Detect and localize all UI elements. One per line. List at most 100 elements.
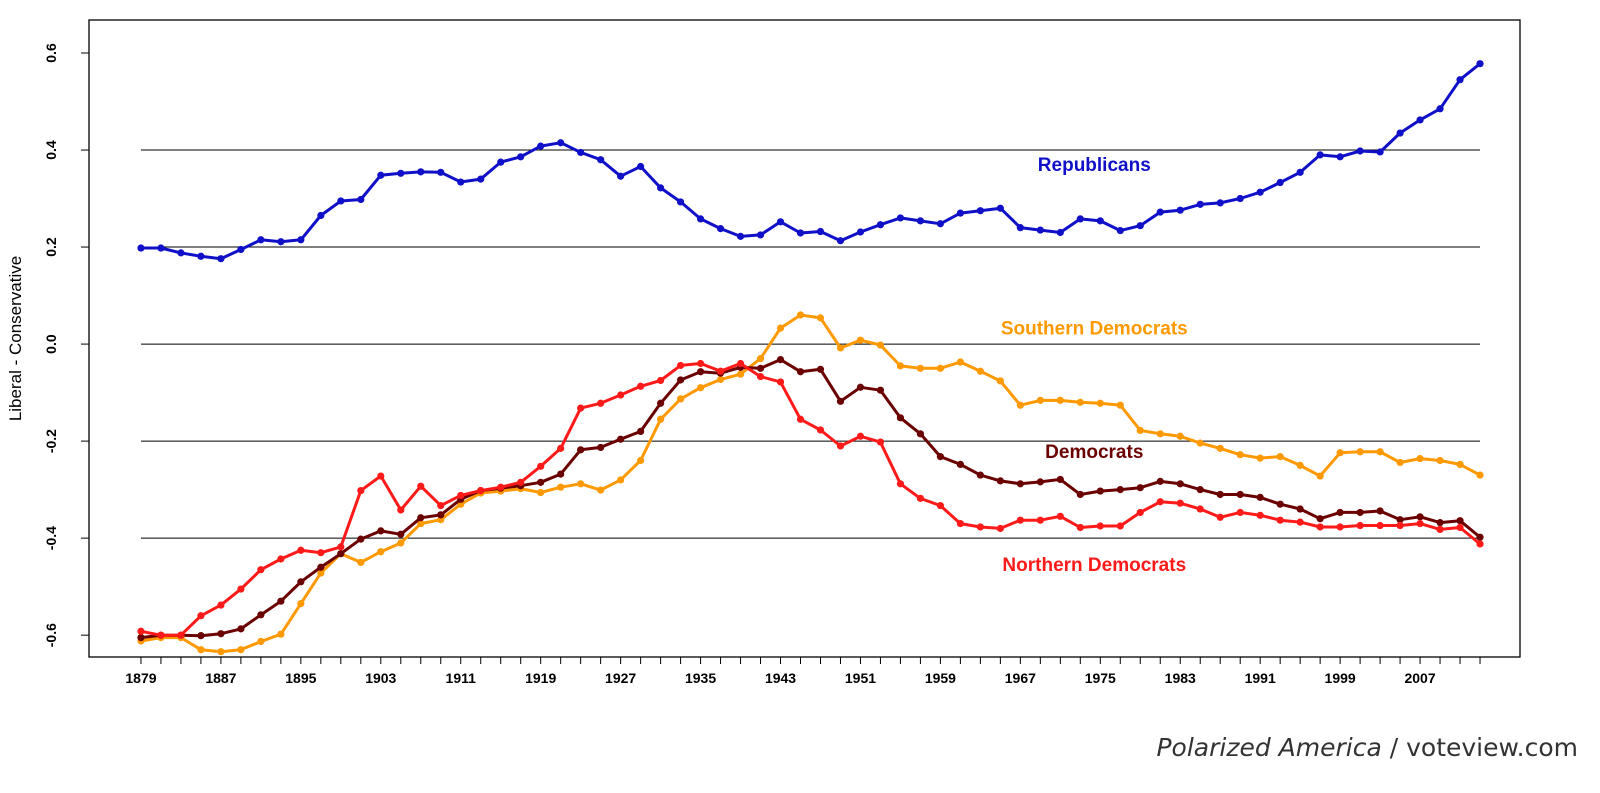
republicans-point [497, 158, 505, 166]
northern-democrats-point [796, 415, 805, 423]
southern-democrats-point [357, 558, 365, 566]
y-tick-label: 0.4 [43, 140, 59, 160]
x-tick-label: 1975 [1085, 670, 1116, 686]
democrats-point [1176, 480, 1184, 488]
x-tick-label: 1935 [685, 670, 716, 686]
republicans-point [1216, 199, 1224, 207]
northern-democrats-point [1336, 523, 1344, 531]
x-tick-label: 1991 [1245, 670, 1276, 686]
republicans-label: Republicans [1038, 155, 1151, 176]
southern-democrats-point [1036, 396, 1044, 404]
southern-democrats-point [1476, 471, 1484, 479]
southern-democrats-point [1356, 448, 1364, 456]
republicans-point [617, 172, 625, 180]
northern-democrats-point [1036, 516, 1044, 524]
republicans-point [237, 245, 245, 254]
democrats-point [1456, 517, 1464, 525]
southern-democrats-point [976, 367, 984, 375]
southern-democrats-point [617, 476, 625, 484]
northern-democrats-point [1476, 540, 1484, 548]
republicans-point [1356, 147, 1364, 155]
northern-democrats-point [1236, 508, 1244, 517]
republicans-point [756, 231, 765, 239]
democrats-point [1116, 486, 1124, 494]
southern-democrats-point [916, 364, 925, 372]
republicans-point [876, 221, 885, 229]
northern-democrats-point [157, 631, 165, 639]
northern-democrats-point [137, 627, 145, 635]
democrats-point [277, 597, 285, 605]
republicans-point [1056, 228, 1064, 237]
northern-democrats-point [177, 631, 185, 639]
democrats-point [657, 399, 665, 407]
northern-democrats-point [557, 444, 565, 452]
southern-democrats-point [257, 637, 265, 646]
democrats-point [597, 443, 605, 452]
northern-democrats-line [140, 362, 1481, 637]
southern-democrats-point [1336, 449, 1344, 457]
southern-democrats-point [1316, 472, 1324, 480]
republicans-point [1036, 226, 1044, 234]
northern-democrats-point [1216, 513, 1224, 521]
republicans-point [1276, 178, 1284, 187]
northern-democrats-point [1196, 505, 1204, 513]
democrats-point [1136, 484, 1144, 492]
northern-democrats-point [696, 359, 705, 368]
republicans-point [736, 232, 745, 240]
republicans-point [916, 217, 925, 225]
democrats-point [437, 511, 445, 519]
southern-democrats-point [577, 480, 585, 488]
southern-democrats-point [1076, 398, 1084, 406]
republicans-point [936, 220, 945, 228]
southern-democrats-point [896, 362, 905, 370]
northern-democrats-point [377, 472, 385, 480]
southern-democrats-point [377, 548, 385, 556]
republicans-point [976, 207, 984, 215]
democrats-point [996, 477, 1004, 485]
democrats-point [1436, 519, 1444, 527]
southern-democrats-point [1436, 456, 1444, 465]
republicans-point [517, 153, 525, 161]
x-tick-label: 1879 [125, 670, 156, 686]
y-tick-label: -0.4 [43, 526, 59, 550]
northern-democrats-point [1016, 516, 1024, 524]
republicans-point [157, 244, 165, 252]
southern-democrats-point [1456, 460, 1464, 468]
northern-democrats-point [357, 486, 365, 495]
southern-democrats-point [277, 630, 285, 638]
southern-democrats-point [1116, 401, 1124, 409]
democrats-point [676, 376, 685, 384]
democrats-point [796, 368, 805, 376]
northern-democrats-point [197, 612, 205, 620]
northern-democrats-point [417, 482, 425, 490]
northern-democrats-point [756, 372, 765, 381]
southern-democrats-point [1096, 399, 1104, 407]
democrats-point [377, 527, 385, 535]
democrats-point [237, 625, 245, 633]
democrats-point [916, 430, 925, 438]
northern-democrats-point [617, 391, 625, 399]
republicans-point [597, 156, 605, 164]
democrats-point [956, 460, 964, 468]
northern-democrats-point [1296, 518, 1304, 526]
republicans-point [1196, 200, 1204, 208]
democrats-point [257, 611, 265, 619]
republicans-point [477, 175, 485, 183]
democrats-point [357, 535, 365, 543]
x-tick-label: 1983 [1165, 670, 1196, 686]
southern-democrats-point [756, 355, 765, 363]
northern-democrats-point [637, 382, 645, 390]
northern-democrats-point [1096, 522, 1104, 530]
republicans-point [137, 244, 145, 252]
republicans-point [317, 211, 325, 220]
y-tick-label: -0.2 [43, 429, 59, 453]
southern-democrats-point [816, 314, 825, 322]
northern-democrats-point [297, 546, 305, 554]
republicans-point [577, 148, 585, 157]
credit-watermark: Polarized America / voteview.com [1156, 733, 1578, 762]
northern-democrats-point [876, 438, 885, 446]
democrats-point [557, 470, 565, 478]
northern-democrats-point [896, 480, 905, 488]
northern-democrats-point [477, 486, 485, 495]
republicans-point [217, 255, 225, 263]
